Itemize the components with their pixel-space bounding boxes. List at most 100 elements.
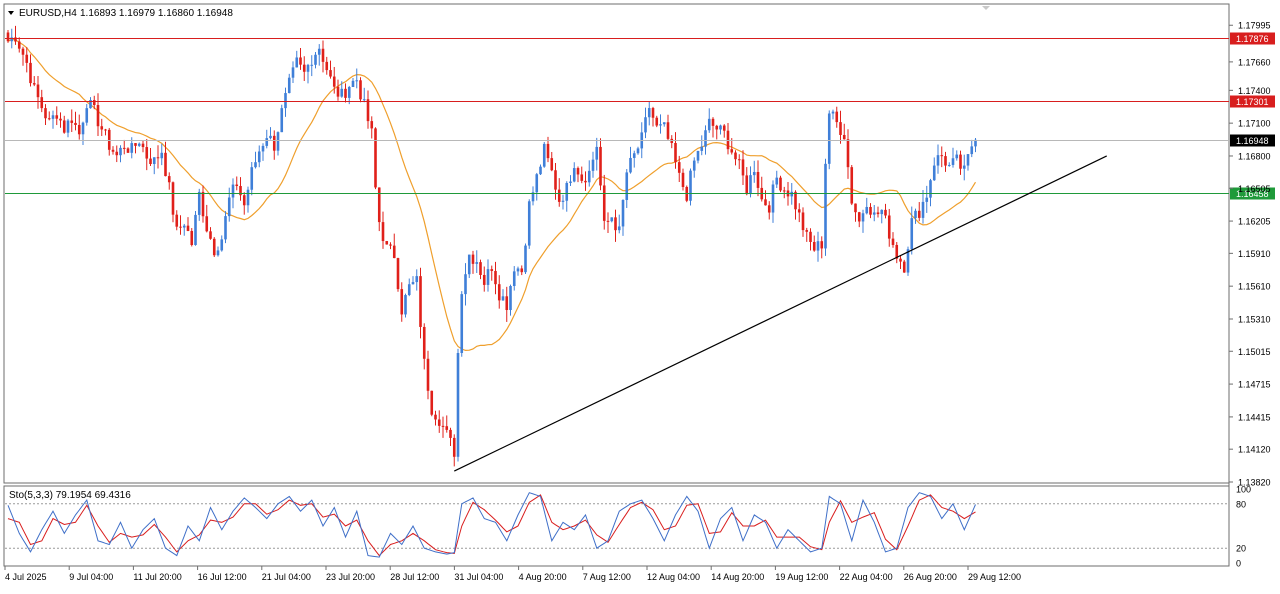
candle-body <box>29 62 32 84</box>
candle-body <box>662 122 666 125</box>
candle-body <box>400 289 404 315</box>
candle-body <box>970 146 974 155</box>
candle-body <box>149 158 152 165</box>
candle-body <box>434 414 437 420</box>
candle-body <box>449 429 452 438</box>
candle-body <box>910 218 914 250</box>
candle-body <box>336 86 340 97</box>
time-tick-label: 21 Jul 04:00 <box>262 572 311 582</box>
candle-body <box>212 238 216 256</box>
candle-body <box>887 215 891 239</box>
candle-body <box>932 165 936 181</box>
candle-body <box>171 182 175 215</box>
candle-body <box>164 152 167 177</box>
candle-body <box>629 157 632 173</box>
candle-body <box>122 147 126 149</box>
candle-body <box>55 115 59 119</box>
candle-body <box>951 158 955 165</box>
candle-body <box>239 186 242 196</box>
candle-body <box>527 201 531 246</box>
trendline-line[interactable] <box>453 155 1108 472</box>
time-tick-label: 4 Jul 2025 <box>5 572 47 582</box>
candle-body <box>14 37 17 42</box>
candle-body <box>917 210 921 218</box>
candle-body <box>156 157 160 159</box>
candle-body <box>831 111 835 114</box>
candle-body <box>257 151 261 163</box>
candle-body <box>21 48 25 55</box>
candles <box>6 25 977 467</box>
candle-body <box>467 254 471 275</box>
time-tick-label: 31 Jul 04:00 <box>454 572 503 582</box>
candle-body <box>876 212 880 215</box>
candle-body <box>726 130 730 150</box>
candle-body <box>182 225 186 228</box>
candle-body <box>906 249 910 273</box>
candle-body <box>617 226 621 231</box>
time-tick-label: 14 Aug 20:00 <box>711 572 764 582</box>
candle-body <box>520 268 524 273</box>
stochastic-scale-label: 80 <box>1236 499 1246 509</box>
candle-body <box>66 120 70 133</box>
candle-body <box>254 162 257 168</box>
candle-body <box>505 296 509 311</box>
candle-body <box>940 155 944 157</box>
price-tick-label: 1.17400 <box>1238 86 1271 96</box>
candle-body <box>482 274 486 285</box>
time-tick-label: 28 Jul 12:00 <box>390 572 439 582</box>
candle-body <box>310 64 314 66</box>
candle-body <box>565 182 569 201</box>
candle-body <box>966 154 970 166</box>
candle-body <box>302 64 306 72</box>
candle-body <box>580 174 584 181</box>
trendline[interactable] <box>453 155 1108 472</box>
candle-body <box>479 262 482 275</box>
candle-body <box>681 172 685 187</box>
stochastic-main-line <box>7 492 976 558</box>
shift-marker-icon[interactable] <box>982 6 990 10</box>
price-tick-label: 1.14715 <box>1238 380 1271 390</box>
candle-body <box>227 197 231 217</box>
candle-body <box>486 269 490 285</box>
candle-body <box>797 209 801 213</box>
candle-body <box>752 171 756 176</box>
candle-body <box>644 117 647 133</box>
candle-body <box>542 143 546 167</box>
candle-body <box>719 125 722 130</box>
candle-body <box>805 230 809 232</box>
price-tick-label: 1.15310 <box>1238 314 1271 324</box>
candle-body <box>385 241 389 245</box>
price-tick-label: 1.15910 <box>1238 249 1271 259</box>
candle-body <box>666 122 670 139</box>
candle-body <box>374 128 377 188</box>
candle-body <box>606 220 610 222</box>
candle-body <box>929 180 932 198</box>
level-price-box <box>1230 95 1275 108</box>
candle-body <box>962 165 966 169</box>
candle-body <box>287 77 291 94</box>
candle-body <box>74 122 77 125</box>
candle-body <box>216 250 220 256</box>
candle-body <box>655 117 659 126</box>
candle-body <box>77 124 81 135</box>
candle-body <box>10 37 14 42</box>
candle-body <box>186 225 190 231</box>
candle-body <box>524 245 527 273</box>
time-tick-label: 11 Jul 20:00 <box>133 572 181 582</box>
candle-body <box>246 189 250 206</box>
symbol-menu-icon[interactable] <box>8 11 14 15</box>
candle-body <box>779 177 782 191</box>
candle-body <box>895 244 899 259</box>
candle-body <box>295 57 299 68</box>
stochastic-scale-label: 100 <box>1236 485 1251 495</box>
candle-body <box>32 83 36 85</box>
candle-body <box>865 206 869 214</box>
candle-body <box>6 32 10 42</box>
horizontal-levels[interactable]: 1.17876 1.17301 1.16948 1.16458 <box>5 32 1275 200</box>
time-tick-label: 19 Aug 12:00 <box>775 572 828 582</box>
candle-body <box>490 269 494 271</box>
candle-body <box>404 295 407 315</box>
